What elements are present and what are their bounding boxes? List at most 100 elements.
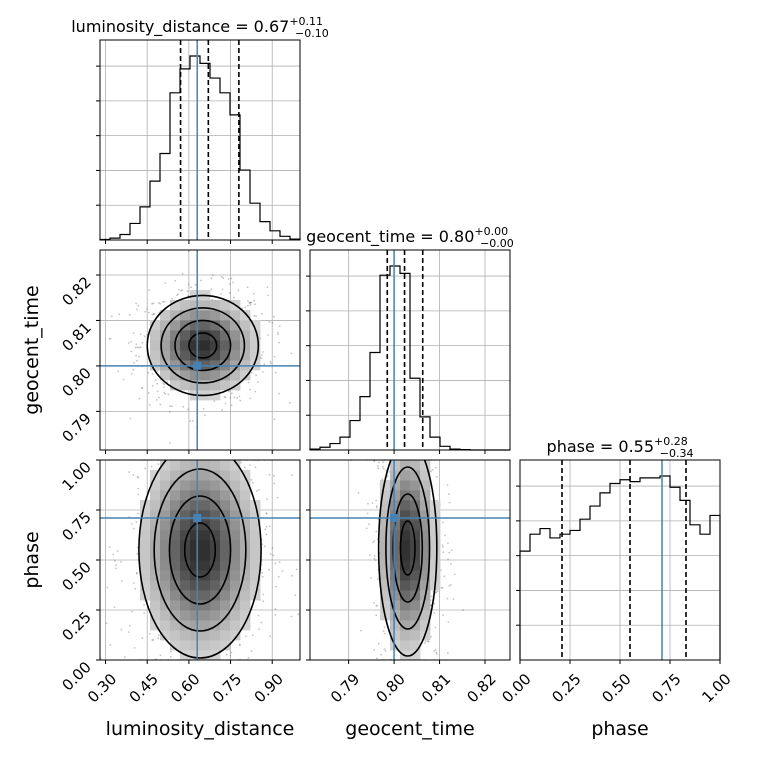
panel-luminosity-distance-vs-geocent-time-density-cell (150, 320, 161, 331)
panel-luminosity-distance-vs-geocent-time-density-cell (210, 320, 221, 331)
panel-geocent-time-vs-phase-density-cell (420, 620, 431, 631)
panel-luminosity-distance-vs-geocent-time-sample-point (141, 386, 143, 389)
panel-luminosity-distance-vs-geocent-time-sample-point (267, 334, 269, 336)
panel-luminosity-distance-vs-phase-density-cell (230, 520, 241, 531)
panel-luminosity-distance-vs-geocent-time-sample-point (224, 396, 227, 399)
panel-luminosity-distance-vs-geocent-time-frame (99, 249, 301, 451)
panel-geocent-time-vs-phase-sample-point (433, 649, 436, 652)
panel-luminosity-distance-vs-geocent-time-density-cell (200, 300, 211, 311)
panel-geocent-time-vs-phase-density-cell (410, 600, 421, 611)
panel-luminosity-distance-vs-geocent-time-density-cell (220, 320, 231, 331)
panel-luminosity-distance-vs-geocent-time-sample-point (148, 311, 150, 314)
panel-geocent-time-vs-phase-density-cell (390, 470, 401, 481)
panel-luminosity-distance-vs-geocent-time-contour-1 (174, 319, 232, 372)
panel-luminosity-distance-vs-geocent-time-ytick-label-2: 0.81 (58, 319, 94, 355)
panel-geocent-time-vs-phase-sample-point (366, 512, 369, 515)
panel-geocent-time-vs-phase-density-cell (390, 500, 401, 511)
panel-luminosity-distance-vs-geocent-time-density-cell (150, 330, 161, 341)
panel-luminosity-distance-vs-phase-density-cell (210, 520, 221, 531)
panel-luminosity-distance-vs-phase-density-cell (160, 480, 171, 491)
panel-geocent-time-vs-phase-density-cell (430, 540, 441, 551)
panel-luminosity-distance-vs-phase-sample-point (273, 482, 276, 485)
panel-geocent-time-vs-phase-sample-point (375, 614, 378, 617)
panel-luminosity-distance-vs-phase-sample-point (105, 622, 108, 625)
panel-luminosity-distance-vs-phase-xtick-label-3: 0.75 (209, 670, 245, 706)
panel-luminosity-distance-vs-phase-density-cell (210, 580, 221, 591)
panel-luminosity-distance-vs-geocent-time-sample-point (156, 390, 159, 393)
panel-luminosity-distance-vs-phase-density-cell (160, 500, 171, 511)
panel-luminosity-distance-vs-phase-density-cell (140, 510, 151, 521)
panel-luminosity-distance-vs-geocent-time-sample-point (228, 292, 231, 294)
panel-geocent-time-vs-phase-sample-point (436, 590, 439, 593)
panel-luminosity-distance-vs-phase-density-cell (150, 480, 161, 491)
panel-luminosity-distance-vs-phase-density-cell (220, 470, 231, 481)
panel-luminosity-distance-vs-phase-density-cell (180, 510, 191, 521)
panel-geocent-time-vs-phase-sample-point (380, 653, 383, 656)
panel-geocent-time-vs-phase-sample-point (375, 530, 378, 533)
panel-geocent-time-vs-phase-density-cell (410, 570, 421, 581)
panel-geocent-time-vs-phase-density-cell (420, 600, 431, 611)
panel-luminosity-distance-vs-phase-density-cell (200, 530, 211, 541)
panel-luminosity-distance-vs-phase-density-cell (200, 500, 211, 511)
panel-geocent-time-vs-phase-density-cell (410, 480, 421, 491)
panel-luminosity-distance-vs-phase-density-cell (180, 600, 191, 611)
panel-luminosity-distance-vs-geocent-time-density-cell (190, 380, 201, 391)
panel-luminosity-distance-vs-phase-sample-point (294, 594, 297, 597)
panel-luminosity-distance-vs-phase-density-cell (220, 540, 231, 551)
panel-luminosity-distance-vs-geocent-time-density-cell (240, 330, 251, 341)
panel-geocent-time-vs-phase-density-cell (400, 610, 411, 621)
panel-luminosity-distance-vs-geocent-time-sample-point (236, 397, 239, 399)
panel-luminosity-distance-vs-geocent-time-sample-point (138, 346, 141, 349)
panel-luminosity-distance-vs-geocent-time-density-cell (240, 320, 251, 331)
panel-luminosity-distance-vs-geocent-time-density-cell (200, 340, 211, 351)
panel-luminosity-distance-vs-geocent-time-sample-point (155, 399, 158, 401)
panel-geocent-time-vs-phase-density-cell (400, 460, 411, 471)
panel-luminosity-distance-vs-phase-density-cell (210, 630, 221, 641)
panel-luminosity-distance-vs-phase-density-cell (170, 590, 181, 601)
panel-geocent-time-vs-phase-density-cell (420, 540, 431, 551)
panel-luminosity-distance-vs-geocent-time-sample-point (261, 354, 263, 356)
panel-luminosity-distance-vs-geocent-time-density-cell (180, 340, 191, 351)
panel-luminosity-distance-vs-phase-density-cell (220, 570, 231, 581)
panel-geocent-time-vs-phase-density-cell (410, 610, 421, 621)
panel-luminosity-distance-vs-phase-sample-point (225, 653, 228, 656)
panel-geocent-time-vs-phase-sample-point (450, 549, 453, 551)
panel-luminosity-distance-vs-phase-sample-point (238, 644, 241, 647)
panel-luminosity-distance-vs-phase-xtick-label-2: 0.60 (167, 670, 203, 706)
panel-luminosity-distance-vs-geocent-time-sample-point (221, 408, 224, 411)
panel-luminosity-distance-vs-geocent-time-density-cell (240, 310, 251, 321)
panel-luminosity-distance-vs-phase-density-cell (210, 500, 221, 511)
panel-luminosity-distance-vs-phase-density-cell (160, 530, 171, 541)
panel-luminosity-distance-vs-phase-density-cell (220, 520, 231, 531)
panel-geocent-time-vs-phase-sample-point (373, 555, 376, 557)
panel-luminosity-distance-vs-geocent-time-sample-point (262, 351, 264, 353)
panel-luminosity-distance-vs-geocent-time-sample-point (135, 343, 138, 346)
panel-luminosity-distance-vs-phase-sample-point (268, 473, 271, 476)
panel-luminosity-distance-vs-geocent-time-density-cell (160, 370, 171, 381)
panel-luminosity-distance-vs-geocent-time-density-cell (190, 340, 201, 351)
panel-luminosity-distance-vs-phase-density-cell (240, 610, 251, 621)
panel-luminosity-distance-vs-phase-sample-point (229, 654, 232, 657)
panel-geocent-time-vs-phase-contour-0 (399, 520, 416, 576)
panel-luminosity-distance-vs-geocent-time-sample-point (148, 404, 151, 406)
panel-geocent-time-vs-phase-density-cell (390, 580, 401, 591)
panel-luminosity-distance-vs-geocent-time-density-cell (170, 380, 181, 391)
panel-luminosity-distance-vs-phase-sample-point (265, 512, 268, 515)
panel-geocent-time-vs-phase-sample-point (462, 609, 464, 612)
panel-luminosity-distance-vs-phase-density-cell (230, 510, 241, 521)
panel-geocent-time-vs-phase-density-cell (400, 550, 411, 561)
panel-luminosity-distance-vs-phase-ytick-label-4: 1.00 (58, 458, 94, 494)
panel-luminosity-distance-vs-geocent-time-density-cell (210, 340, 221, 351)
panel-luminosity-distance-vs-geocent-time-sample-point (270, 362, 272, 365)
panel-luminosity-distance-vs-geocent-time-sample-point (250, 302, 252, 304)
panel-geocent-time-vs-phase-density-cell (420, 610, 431, 621)
panel-luminosity-distance-vs-phase-sample-point (137, 487, 140, 490)
panel-luminosity-distance-vs-phase-density-cell (180, 610, 191, 621)
panel-luminosity-distance-vs-phase-density-cell (190, 630, 201, 641)
panel-luminosity-distance-vs-phase-sample-point (136, 552, 139, 555)
panel-luminosity-distance-vs-phase-sample-point (151, 639, 154, 641)
panel-geocent-time-vs-phase-density-cell (430, 530, 441, 541)
panel-luminosity-distance-vs-phase-density-cell (250, 520, 261, 531)
panel-geocent-time-vs-phase-density-cell (410, 650, 421, 660)
panel-luminosity-distance-vs-phase-density-cell (240, 580, 251, 591)
